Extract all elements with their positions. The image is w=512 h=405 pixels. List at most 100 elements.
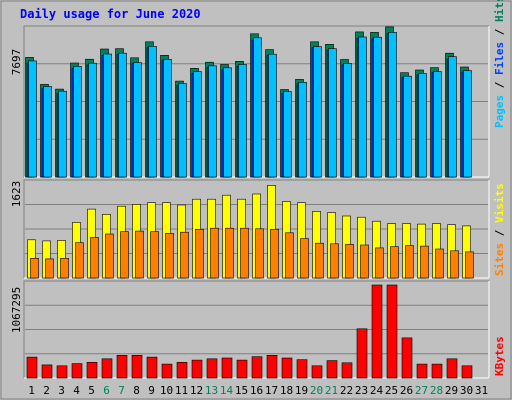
bar-pages-day-27: [418, 73, 427, 178]
bar-sites-day-19: [300, 238, 309, 279]
x-tick-label-day-3: 3: [58, 384, 65, 397]
bar-pages-day-24: [373, 36, 382, 178]
bar-kbytes-day-4: [71, 363, 83, 379]
bar-pages-day-3: [58, 90, 67, 178]
panel1-legend: Pages / Files / Hits: [493, 0, 506, 128]
x-tick-label-day-7: 7: [118, 384, 125, 397]
bar-kbytes-day-13: [206, 358, 218, 379]
x-tick-label-day-25: 25: [385, 384, 398, 397]
x-tick-label-day-4: 4: [73, 384, 80, 397]
bar-kbytes-day-10: [161, 363, 173, 379]
bar-sites-day-28: [435, 248, 444, 279]
bar-pages-day-28: [433, 71, 442, 178]
bar-pages-day-17: [268, 53, 277, 178]
bar-pages-day-11: [178, 83, 187, 178]
bar-sites-day-10: [165, 233, 174, 279]
x-tick-label-day-11: 11: [175, 384, 188, 397]
svg-text:KBytes: KBytes: [493, 336, 506, 376]
bar-pages-day-2: [43, 86, 52, 178]
bar-sites-day-27: [420, 245, 429, 279]
x-tick-label-day-1: 1: [28, 384, 35, 397]
legend-sep-3: /: [493, 223, 506, 243]
panel1-ymax-label: 7697: [10, 49, 23, 76]
legend-sep-1: /: [493, 75, 506, 95]
bar-kbytes-day-18: [281, 357, 293, 379]
bar-sites-day-13: [210, 227, 219, 279]
bar-pages-day-13: [208, 65, 217, 178]
svg-text:Sites / Visits: Sites / Visits: [493, 183, 506, 276]
bar-sites-day-15: [240, 227, 249, 279]
bar-kbytes-day-26: [401, 337, 413, 379]
bar-sites-day-17: [270, 229, 279, 279]
bar-kbytes-day-25: [386, 284, 398, 379]
labels-layer: 1 2 3 4 5 6 7 8 9 10 11 12 13 14 15 16 17 18 19 20 21 22 23 24 2…: [28, 384, 488, 397]
x-tick-label-day-5: 5: [88, 384, 95, 397]
bar-sites-day-3: [60, 257, 69, 279]
bar-sites-day-16: [255, 228, 264, 279]
bar-kbytes-day-2: [41, 364, 53, 379]
x-tick-label-day-23: 23: [355, 384, 368, 397]
bar-sites-day-29: [450, 250, 459, 279]
bar-sites-day-26: [405, 245, 414, 279]
bar-kbytes-day-5: [86, 361, 98, 379]
x-tick-label-day-17: 17: [265, 384, 278, 397]
bar-pages-day-18: [283, 91, 292, 178]
bar-sites-day-14: [225, 227, 234, 279]
bar-kbytes-day-29: [446, 358, 458, 379]
bar-kbytes-day-27: [416, 363, 428, 379]
x-tick-label-day-24: 24: [370, 384, 384, 397]
bar-kbytes-day-24: [371, 284, 383, 379]
legend-visits: Visits: [493, 183, 506, 223]
x-tick-label-day-18: 18: [280, 384, 293, 397]
legend-files: Files: [493, 42, 506, 75]
bar-kbytes-day-16: [251, 356, 263, 379]
bar-pages-day-4: [73, 66, 82, 178]
x-tick-label-day-22: 22: [340, 384, 353, 397]
bars-layer: [25, 26, 474, 379]
x-tick-label-day-8: 8: [133, 384, 140, 397]
bar-kbytes-day-15: [236, 359, 248, 379]
bar-pages-day-9: [148, 46, 157, 178]
bar-kbytes-day-7: [116, 354, 128, 379]
bar-sites-day-9: [150, 231, 159, 279]
bar-kbytes-day-19: [296, 359, 308, 379]
svg-text:Pages / Files / Hits: Pages / Files / Hits: [493, 0, 506, 128]
bar-kbytes-day-3: [56, 365, 68, 379]
bar-kbytes-day-28: [431, 363, 443, 379]
bar-kbytes-day-14: [221, 357, 233, 379]
legend-pages: Pages: [493, 95, 506, 128]
legend-sites: Sites: [493, 243, 506, 276]
bar-sites-day-24: [375, 247, 384, 279]
x-tick-label-day-19: 19: [295, 384, 308, 397]
bar-pages-day-29: [448, 56, 457, 178]
bar-kbytes-day-21: [326, 360, 338, 379]
x-tick-label-day-2: 2: [43, 384, 50, 397]
bar-pages-day-10: [163, 59, 172, 178]
x-tick-label-day-15: 15: [235, 384, 248, 397]
bar-sites-day-25: [390, 246, 399, 279]
bar-kbytes-day-30: [461, 365, 473, 379]
x-tick-label-day-21: 21: [325, 384, 338, 397]
bar-pages-day-21: [328, 48, 337, 178]
bar-kbytes-day-1: [26, 356, 38, 379]
bar-pages-day-23: [358, 36, 367, 178]
bar-kbytes-day-12: [191, 359, 203, 379]
bar-kbytes-day-20: [311, 365, 323, 379]
bar-sites-day-6: [105, 233, 114, 279]
bar-pages-day-14: [223, 67, 232, 178]
x-tick-label-day-27: 27: [415, 384, 428, 397]
bar-kbytes-day-11: [176, 361, 188, 379]
bar-kbytes-day-6: [101, 358, 113, 379]
bar-pages-day-5: [88, 62, 97, 178]
bar-sites-day-8: [135, 230, 144, 279]
bar-kbytes-day-23: [356, 328, 368, 379]
bar-sites-day-2: [45, 258, 54, 279]
x-tick-label-day-26: 26: [400, 384, 413, 397]
bar-pages-day-12: [193, 71, 202, 178]
bar-pages-day-6: [103, 53, 112, 178]
x-tick-label-day-30: 30: [460, 384, 473, 397]
x-tick-label-day-9: 9: [148, 384, 155, 397]
